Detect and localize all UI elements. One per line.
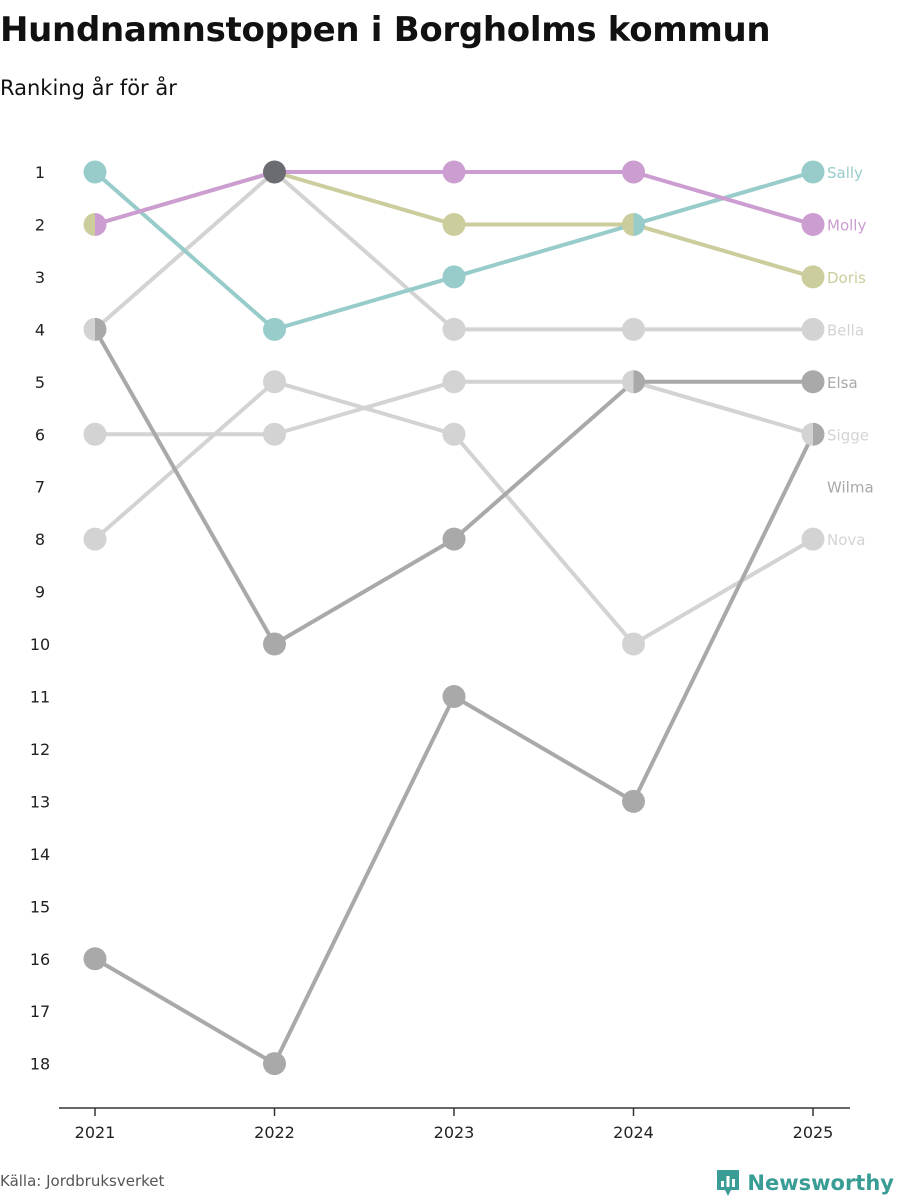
y-tick-label: 10 <box>30 635 50 654</box>
x-tick-label: 2025 <box>793 1123 834 1142</box>
data-point-wilma <box>622 789 645 813</box>
data-point-bella-elsa-left <box>83 317 95 341</box>
data-point-doris-sally-right <box>633 212 645 236</box>
data-point-bella <box>801 317 825 341</box>
y-tick-label: 13 <box>30 792 50 811</box>
x-tick-label: 2022 <box>254 1123 295 1142</box>
data-point-molly <box>442 160 466 184</box>
newsworthy-logo-icon <box>717 1170 740 1196</box>
data-point-bella <box>442 317 466 341</box>
end-label-wilma: Wilma <box>827 479 874 497</box>
x-tick-label: 2023 <box>434 1123 475 1142</box>
y-tick-label: 6 <box>35 425 45 444</box>
data-point-nova <box>622 632 645 656</box>
end-label-elsa: Elsa <box>827 374 858 392</box>
y-tick-label: 11 <box>30 688 50 707</box>
end-labels: Sally Molly Doris Bella Elsa Sigge Wilma Nova <box>827 164 874 549</box>
source-note: Källa: Jordbruksverket <box>0 1172 165 1190</box>
end-label-sigge: Sigge <box>827 426 869 444</box>
data-point-doris-sally-left <box>622 212 634 236</box>
x-axis: 2021 2022 2023 2024 2025 <box>59 1107 850 1142</box>
y-tick-label: 4 <box>35 320 45 339</box>
brand-logo: Newsworthy <box>715 1168 894 1198</box>
end-label-nova: Nova <box>827 531 865 549</box>
data-point-wilma <box>263 1052 286 1076</box>
data-point-doris <box>801 265 825 289</box>
y-tick-label: 3 <box>35 268 45 287</box>
series-line-nova <box>93 379 815 647</box>
data-point-bella <box>622 317 645 341</box>
data-point-sigge-wilma-left <box>801 422 813 446</box>
data-point-sally <box>263 317 286 341</box>
y-tick-label: 15 <box>30 897 50 916</box>
data-point-doris-molly-left <box>83 212 95 236</box>
data-point-molly <box>801 212 825 236</box>
x-tick-label: 2021 <box>75 1123 116 1142</box>
end-label-molly: Molly <box>827 216 866 234</box>
data-point-doris <box>442 212 466 236</box>
data-point-wilma <box>83 947 107 971</box>
data-point-elsa <box>263 632 286 656</box>
y-tick-label: 18 <box>30 1055 50 1074</box>
y-tick-label: 1 <box>35 163 45 182</box>
y-tick-label: 12 <box>30 740 50 759</box>
end-label-sally: Sally <box>827 164 863 182</box>
data-point-nova <box>263 370 286 394</box>
data-point-sigge <box>442 370 466 394</box>
series-lines <box>93 170 815 1066</box>
x-tick-label: 2024 <box>613 1123 654 1142</box>
data-point-bella-elsa-right <box>95 317 107 341</box>
chart-subtitle: Ranking år för år <box>0 76 177 100</box>
y-tick-label: 9 <box>35 583 45 602</box>
data-point-doris-molly-right <box>95 212 107 236</box>
series-line-bella <box>93 170 815 332</box>
data-point-sigge-elsa-right <box>633 370 645 394</box>
data-point-nova <box>83 527 107 551</box>
series-points <box>83 160 825 1076</box>
data-point-sigge <box>83 422 107 446</box>
chart-title: Hundnamnstoppen i Borgholms kommun <box>0 10 771 50</box>
data-point-elsa <box>442 527 466 551</box>
data-point-sally <box>442 265 466 289</box>
end-label-doris: Doris <box>827 269 866 287</box>
data-point-bella-doris-molly <box>263 160 286 184</box>
y-tick-label: 2 <box>35 215 45 234</box>
data-point-sigge-elsa-left <box>622 370 634 394</box>
y-tick-label: 5 <box>35 373 45 392</box>
y-tick-label: 14 <box>30 845 50 864</box>
y-tick-label: 16 <box>30 950 50 969</box>
data-point-wilma <box>442 685 466 708</box>
data-point-sigge <box>263 422 286 446</box>
brand-name: Newsworthy <box>747 1171 894 1195</box>
series-line-sally <box>93 170 815 332</box>
data-point-molly <box>622 160 645 184</box>
data-point-sally <box>83 160 107 184</box>
data-point-sigge-wilma-right <box>813 422 825 446</box>
end-label-bella: Bella <box>827 321 864 339</box>
data-point-nova <box>442 422 466 446</box>
data-point-sally <box>801 160 825 184</box>
data-point-elsa <box>801 370 825 394</box>
data-point-nova <box>801 527 825 551</box>
y-tick-label: 7 <box>35 478 45 497</box>
y-tick-label: 8 <box>35 530 45 549</box>
y-tick-label: 17 <box>30 1002 50 1021</box>
